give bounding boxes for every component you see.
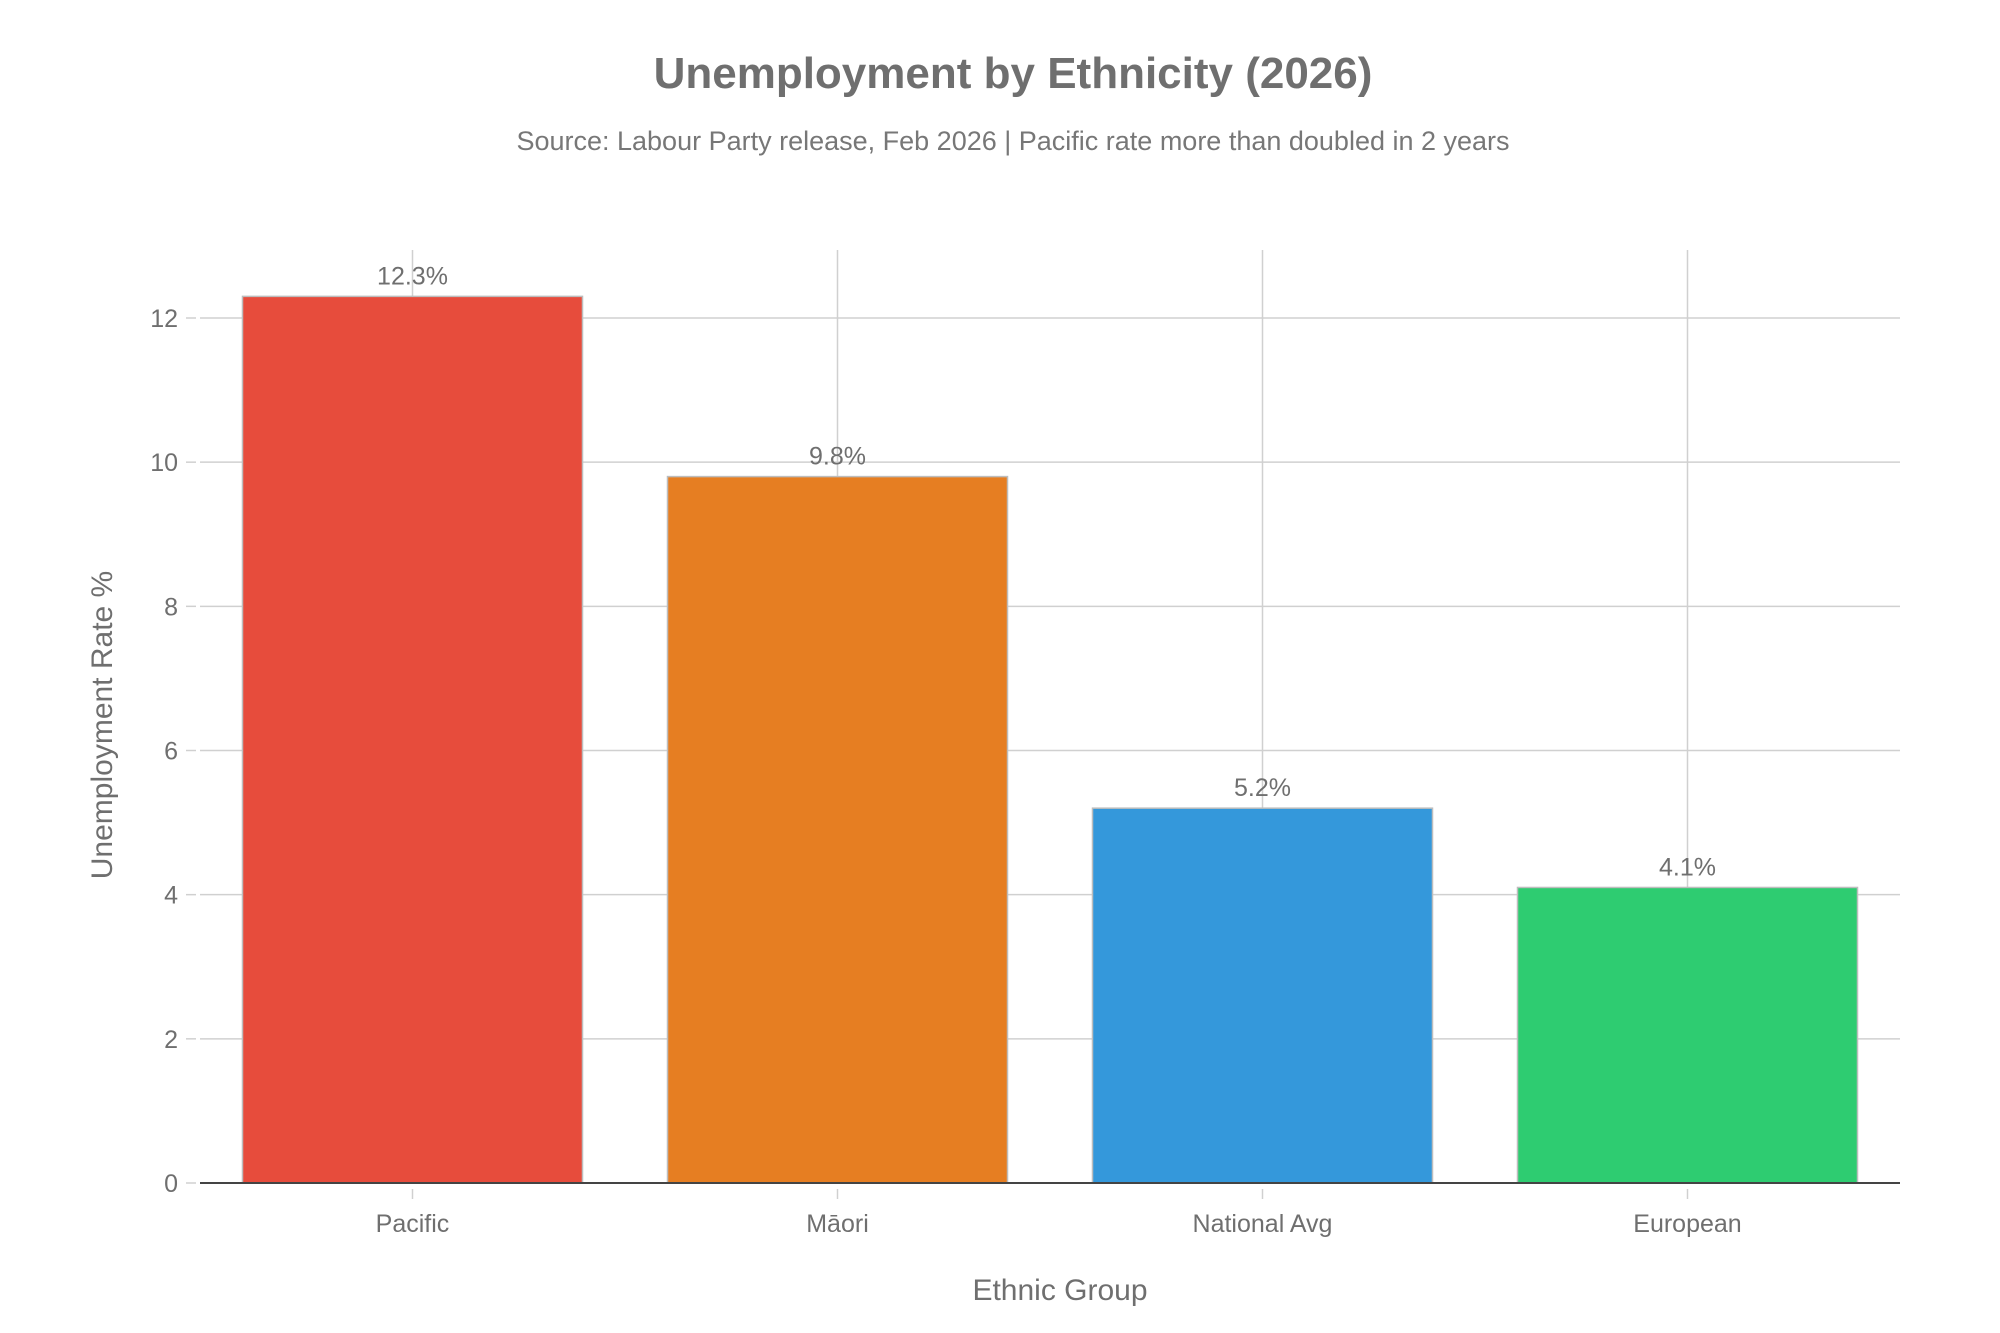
y-tick-label: 2	[164, 1026, 178, 1054]
y-tick-label: 0	[164, 1170, 178, 1198]
data-label: 9.8%	[809, 443, 866, 471]
chart-subtitle: Source: Labour Party release, Feb 2026 |…	[516, 126, 1509, 156]
bar-european[interactable]	[1516, 886, 1859, 1184]
y-tick-label: 12	[150, 305, 178, 333]
data-label: 5.2%	[1234, 774, 1291, 802]
x-tick-label: National Avg	[1193, 1210, 1333, 1238]
chart-title: Unemployment by Ethnicity (2026)	[654, 49, 1373, 98]
y-tick-label: 10	[150, 449, 178, 477]
x-axis-title: Ethnic Group	[972, 1274, 1147, 1307]
bar-pacific[interactable]	[241, 295, 584, 1184]
x-tick-label: Pacific	[376, 1210, 450, 1238]
bar-national-avg[interactable]	[1091, 807, 1434, 1184]
x-tick-label: Māori	[806, 1210, 869, 1238]
data-labels: 12.3% 9.8% 5.2% 4.1%	[377, 262, 1716, 881]
axes: 0 2 4 6 8 10 12 Pacific Māori National Avg Europea…	[150, 305, 1900, 1238]
y-tick-label: 4	[164, 882, 178, 910]
y-axis-title: Unemployment Rate %	[86, 571, 119, 879]
y-tick-label: 6	[164, 738, 178, 766]
data-label: 12.3%	[377, 262, 448, 290]
y-tick-label: 8	[164, 593, 178, 621]
data-label: 4.1%	[1659, 853, 1716, 881]
x-tick-label: European	[1633, 1210, 1741, 1238]
bars	[241, 295, 1859, 1184]
bar-m-ori[interactable]	[666, 475, 1009, 1184]
